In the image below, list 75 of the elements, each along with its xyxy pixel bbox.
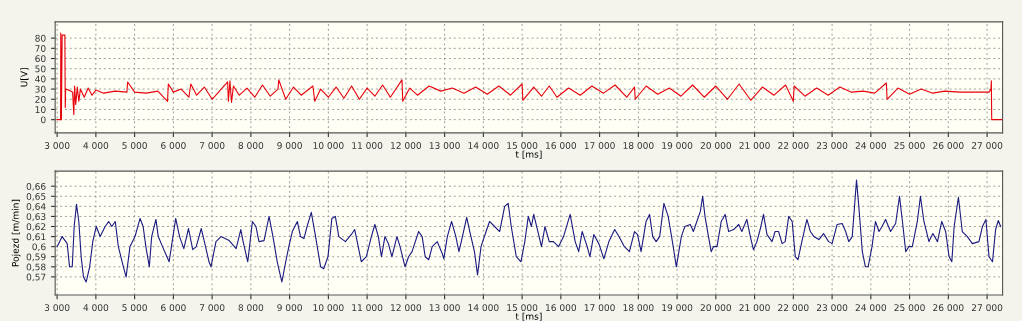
x-tick-label: 15 000 — [507, 142, 538, 149]
x-tick-label: 14 000 — [468, 304, 499, 312]
x-axis-title: t [ms] — [515, 312, 542, 321]
y-axis-title: Pojezd [m/min] — [11, 199, 21, 267]
x-tick-label: 18 000 — [623, 304, 654, 312]
x-tick-label: 3 000 — [44, 304, 70, 312]
x-tick-label: 5 000 — [122, 304, 147, 312]
x-tick-label: 4 000 — [83, 142, 109, 149]
x-tick-label: 6 000 — [161, 304, 186, 312]
x-tick-label: 19 000 — [662, 142, 693, 149]
y-tick-label: 0,62 — [26, 223, 46, 231]
x-tick-label: 20 000 — [700, 304, 732, 312]
x-tick-label: 3 000 — [44, 142, 70, 149]
x-tick-label: 23 000 — [816, 304, 848, 312]
line-series — [56, 179, 1002, 283]
y-tick-label: 0,57 — [26, 273, 46, 282]
x-tick-label: 20 000 — [700, 142, 732, 149]
x-tick-label: 7 000 — [199, 142, 225, 149]
y-tick-label: 0 — [41, 116, 46, 124]
x-tick-label: 23 000 — [816, 142, 848, 149]
y-tick-label: 70 — [35, 45, 46, 52]
x-tick-label: 19 000 — [662, 304, 693, 312]
x-tick-label: 11 000 — [352, 304, 383, 312]
x-tick-label: 17 000 — [584, 142, 615, 149]
y-tick-label: 80 — [35, 34, 46, 42]
x-axis-title: t [ms] — [515, 150, 542, 159]
y-tick-label: 0,63 — [26, 213, 46, 221]
x-tick-label: 8 000 — [238, 142, 264, 149]
y-tick-label: 10 — [35, 106, 46, 114]
x-tick-label: 6 000 — [161, 142, 186, 149]
x-tick-label: 18 000 — [623, 142, 654, 149]
x-tick-label: 22 000 — [778, 304, 809, 312]
y-tick-label: 0,6 — [32, 243, 46, 252]
x-tick-label: 9 000 — [277, 304, 302, 312]
x-tick-label: 17 000 — [584, 304, 615, 312]
y-tick-label: 20 — [35, 96, 46, 103]
x-tick-label: 26 000 — [933, 142, 964, 149]
x-tick-label: 5 000 — [122, 142, 147, 149]
x-tick-label: 15 000 — [507, 304, 538, 312]
x-tick-label: 12 000 — [391, 142, 422, 149]
y-tick-label: 0,64 — [26, 203, 46, 211]
x-tick-label: 27 000 — [971, 304, 1003, 312]
line-series — [56, 32, 1003, 121]
x-tick-label: 26 000 — [933, 304, 964, 312]
x-tick-label: 25 000 — [894, 304, 925, 312]
y-tick-label: 0,66 — [26, 182, 46, 191]
y-tick-label: 0,58 — [26, 263, 46, 272]
x-tick-label: 10 000 — [313, 304, 344, 312]
y-axis-title: U[V] — [20, 68, 29, 87]
y-tick-label: 30 — [35, 85, 46, 93]
y-tick-label: 40 — [35, 75, 46, 83]
x-tick-label: 16 000 — [546, 142, 577, 149]
y-tick-label: 0,59 — [26, 253, 46, 262]
x-tick-label: 4 000 — [83, 304, 109, 312]
x-tick-label: 7 000 — [199, 304, 225, 312]
x-tick-label: 14 000 — [468, 142, 499, 149]
x-tick-label: 11 000 — [352, 142, 383, 149]
y-tick-label: 0,65 — [26, 193, 46, 201]
x-tick-label: 22 000 — [778, 142, 809, 149]
x-tick-label: 21 000 — [739, 304, 770, 312]
x-tick-label: 10 000 — [313, 142, 344, 149]
x-tick-label: 13 000 — [429, 142, 460, 149]
x-tick-label: 25 000 — [894, 142, 925, 149]
x-tick-label: 24 000 — [855, 142, 887, 149]
x-tick-label: 13 000 — [429, 304, 460, 312]
y-tick-label: 50 — [35, 65, 46, 73]
x-tick-label: 24 000 — [855, 304, 887, 312]
x-tick-label: 16 000 — [546, 304, 577, 312]
y-tick-label: 0,61 — [26, 233, 46, 242]
x-tick-label: 12 000 — [391, 304, 422, 312]
x-tick-label: 21 000 — [739, 142, 770, 149]
x-tick-label: 9 000 — [277, 142, 302, 149]
x-tick-label: 8 000 — [238, 304, 264, 312]
x-tick-label: 27 000 — [971, 142, 1003, 149]
y-tick-label: 60 — [35, 55, 46, 63]
